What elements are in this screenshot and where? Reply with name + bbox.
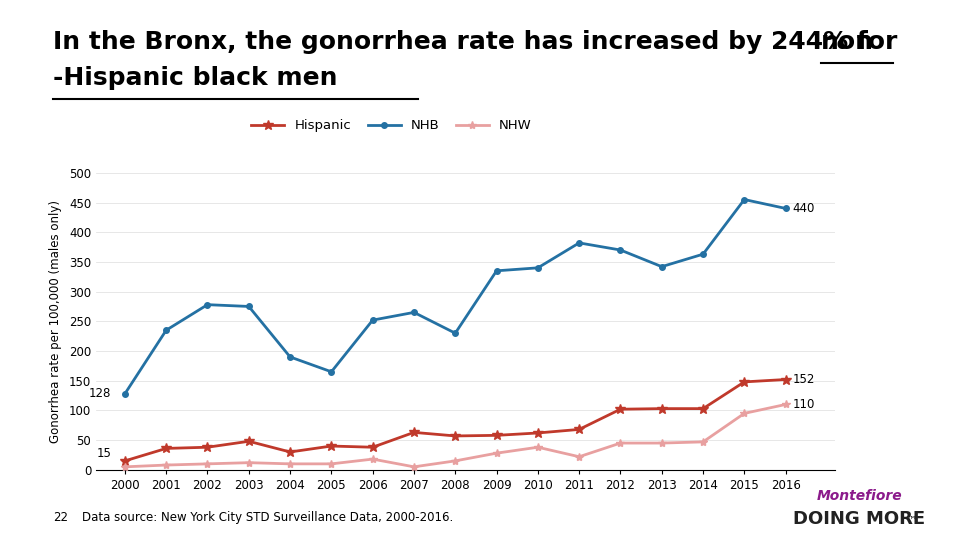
Text: 440: 440 xyxy=(793,202,815,215)
Text: 15: 15 xyxy=(97,448,112,461)
Text: Montefiore: Montefiore xyxy=(816,489,902,503)
Text: ™: ™ xyxy=(905,516,917,526)
Y-axis label: Gonorrhea rate per 100,000 (males only): Gonorrhea rate per 100,000 (males only) xyxy=(49,200,62,443)
Text: 110: 110 xyxy=(793,398,815,411)
Text: 128: 128 xyxy=(88,387,111,400)
Text: 152: 152 xyxy=(793,373,815,386)
Text: Data source: New York City STD Surveillance Data, 2000-2016.: Data source: New York City STD Surveilla… xyxy=(82,511,453,524)
Legend: Hispanic, NHB, NHW: Hispanic, NHB, NHW xyxy=(246,114,538,138)
Text: DOING MORE: DOING MORE xyxy=(793,510,925,528)
Text: In the Bronx, the gonorrhea rate has increased by 244% for: In the Bronx, the gonorrhea rate has inc… xyxy=(53,30,906,53)
Text: 22: 22 xyxy=(53,511,68,524)
Text: -Hispanic black men: -Hispanic black men xyxy=(53,66,337,90)
Text: non: non xyxy=(821,30,874,53)
